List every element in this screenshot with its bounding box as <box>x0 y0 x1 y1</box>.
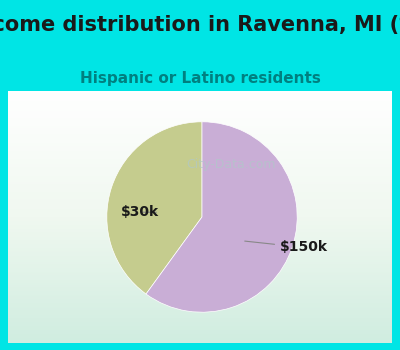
Text: Income distribution in Ravenna, MI (%): Income distribution in Ravenna, MI (%) <box>0 14 400 35</box>
Wedge shape <box>107 122 202 294</box>
Text: $150k: $150k <box>245 240 328 254</box>
Text: $30k: $30k <box>121 205 159 219</box>
Text: City-Data.com: City-Data.com <box>186 158 275 171</box>
Text: Hispanic or Latino residents: Hispanic or Latino residents <box>80 71 320 86</box>
Wedge shape <box>146 122 297 312</box>
